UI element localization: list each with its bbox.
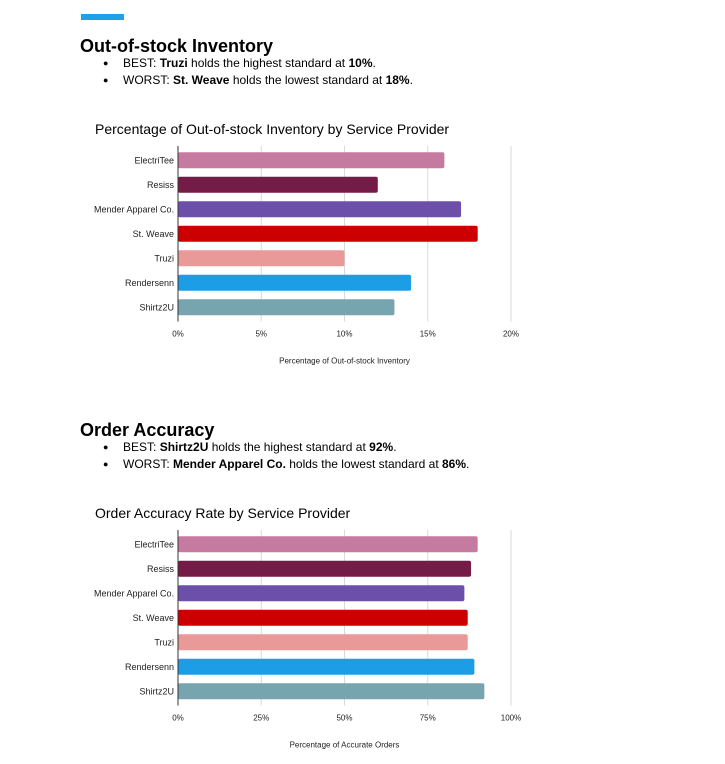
category-label: Shirtz2U xyxy=(139,686,174,696)
bar-resiss xyxy=(178,560,472,577)
bar-mender-apparel-co xyxy=(178,201,462,218)
best-bullet: BEST: Truzi holds the highest standard a… xyxy=(103,55,413,72)
summary-bullets: BEST: Shirtz2U holds the highest standar… xyxy=(103,439,469,473)
category-label: Rendersenn xyxy=(125,662,174,672)
bar-st-weave xyxy=(178,225,478,242)
bar-rendersenn xyxy=(178,274,412,291)
category-label: St. Weave xyxy=(133,613,174,623)
category-label: Mender Apparel Co. xyxy=(94,588,174,598)
x-tick-label: 25% xyxy=(253,714,269,723)
bar-rendersenn xyxy=(178,658,475,675)
order-accuracy-bar-chart: ElectriTee Resiss Mender Apparel Co. St. We… xyxy=(94,530,521,750)
bar-electritee xyxy=(178,536,478,553)
out-of-stock-bar-chart: ElectriTee Resiss Mender Apparel Co. St. We… xyxy=(94,146,519,366)
x-tick-label: 50% xyxy=(336,714,352,723)
x-tick-label: 15% xyxy=(420,330,436,339)
bar-truzi xyxy=(178,250,345,267)
category-label: ElectriTee xyxy=(134,539,174,549)
category-label: St. Weave xyxy=(133,229,174,239)
category-label: Resiss xyxy=(147,180,175,190)
bar-resiss xyxy=(178,176,378,193)
category-label: ElectriTee xyxy=(134,155,174,165)
x-tick-label: 20% xyxy=(503,330,519,339)
category-label: Shirtz2U xyxy=(139,302,174,312)
bar-shirtz2u xyxy=(178,299,395,316)
x-tick-label: 0% xyxy=(172,714,184,723)
x-tick-label: 10% xyxy=(336,330,352,339)
section-heading: Out-of-stock Inventory xyxy=(80,36,274,56)
x-axis-title: Percentage of Out-of-stock Inventory xyxy=(279,357,410,366)
chart-title: Order Accuracy Rate by Service Provider xyxy=(95,505,351,521)
bar-shirtz2u xyxy=(178,683,485,700)
category-label: Truzi xyxy=(154,253,174,263)
category-label: Mender Apparel Co. xyxy=(94,204,174,214)
bar-mender-apparel-co xyxy=(178,585,465,602)
bar-electritee xyxy=(178,152,445,169)
x-axis-title: Percentage of Accurate Orders xyxy=(290,741,400,750)
bar-st-weave xyxy=(178,609,468,626)
chart-title: Percentage of Out-of-stock Inventory by … xyxy=(95,121,450,137)
worst-bullet: WORST: Mender Apparel Co. holds the lowe… xyxy=(103,456,469,473)
x-tick-label: 5% xyxy=(255,330,267,339)
category-label: Resiss xyxy=(147,564,175,574)
x-tick-label: 75% xyxy=(420,714,436,723)
category-label: Rendersenn xyxy=(125,278,174,288)
bar-truzi xyxy=(178,634,468,651)
accent-bar xyxy=(81,14,124,20)
section-heading: Order Accuracy xyxy=(80,420,215,440)
x-tick-label: 100% xyxy=(501,714,521,723)
best-bullet: BEST: Shirtz2U holds the highest standar… xyxy=(103,439,469,456)
x-tick-label: 0% xyxy=(172,330,184,339)
worst-bullet: WORST: St. Weave holds the lowest standa… xyxy=(103,72,413,89)
summary-bullets: BEST: Truzi holds the highest standard a… xyxy=(103,55,413,89)
category-label: Truzi xyxy=(154,637,174,647)
